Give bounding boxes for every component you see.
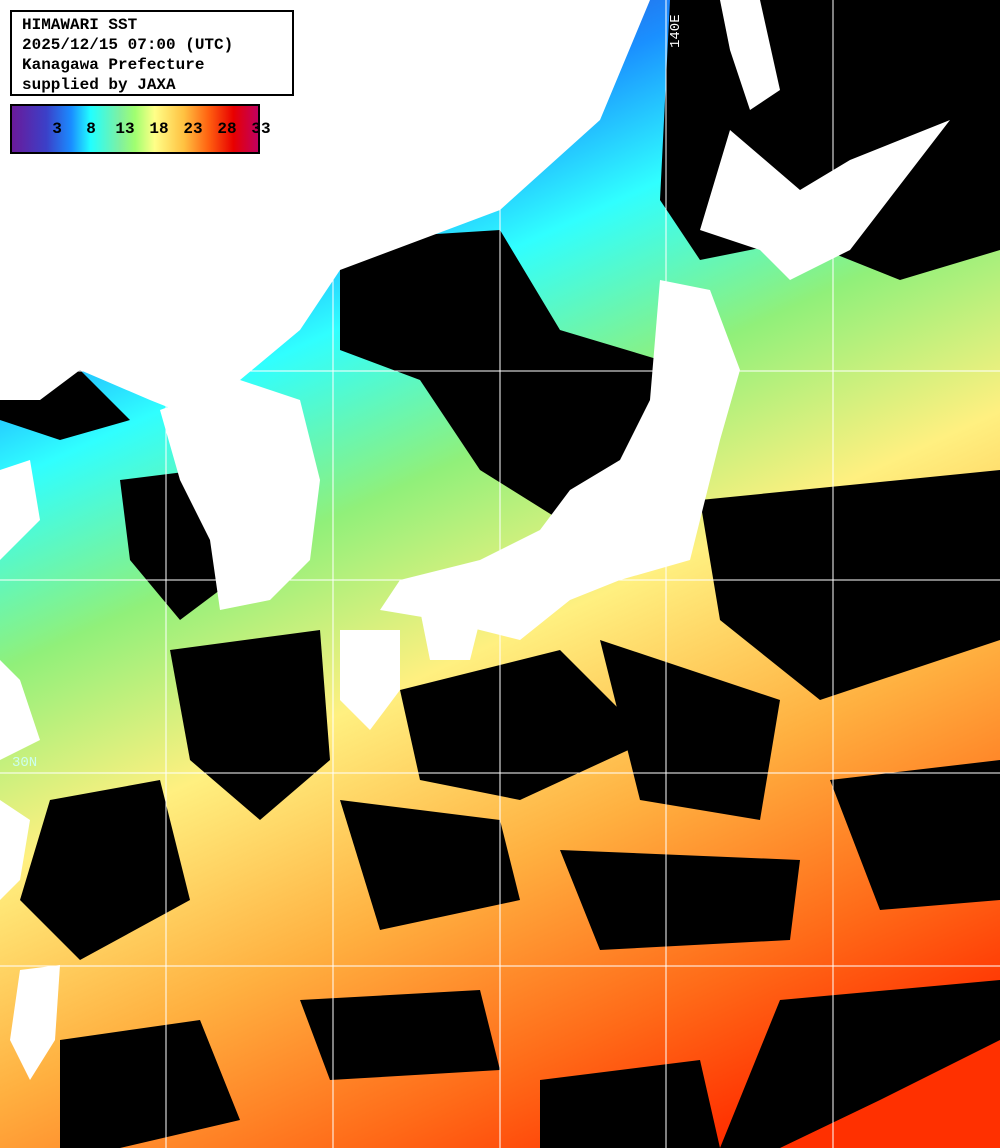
lat-label-40n: 40N: [12, 353, 38, 369]
land-shikoku: [420, 610, 480, 660]
land-korea: [160, 380, 320, 610]
lon-label-140e: 140E: [668, 14, 684, 48]
land-island-sado: [400, 130, 425, 165]
legend-tick: 8: [86, 120, 96, 138]
land-honshu: [380, 280, 740, 640]
land-china-coast: [0, 460, 40, 560]
color-scale-legend: 3 8 13 18 23 28 33: [10, 104, 271, 154]
legend-tick: 28: [217, 120, 237, 138]
supplier-line: supplied by JAXA: [22, 76, 176, 94]
title-line: HIMAWARI SST: [22, 16, 138, 34]
land-kyushu: [340, 630, 400, 730]
land-sakhalin: [720, 0, 780, 110]
legend-tick: 23: [183, 120, 203, 138]
lat-label-30n: 30N: [12, 755, 38, 771]
land-china-east: [0, 660, 40, 760]
datetime-line: 2025/12/15 07:00 (UTC): [22, 36, 234, 54]
land-china-south: [0, 800, 30, 900]
legend-tick: 18: [149, 120, 169, 138]
source-line: Kanagawa Prefecture: [22, 56, 205, 74]
land-hokkaido: [700, 120, 950, 280]
land-taiwan: [10, 965, 60, 1080]
legend-tick: 3: [52, 120, 62, 138]
title-box: HIMAWARI SST 2025/12/15 07:00 (UTC) Kana…: [10, 10, 294, 96]
legend-tick: 13: [115, 120, 135, 138]
legend-tick: 33: [251, 120, 271, 138]
